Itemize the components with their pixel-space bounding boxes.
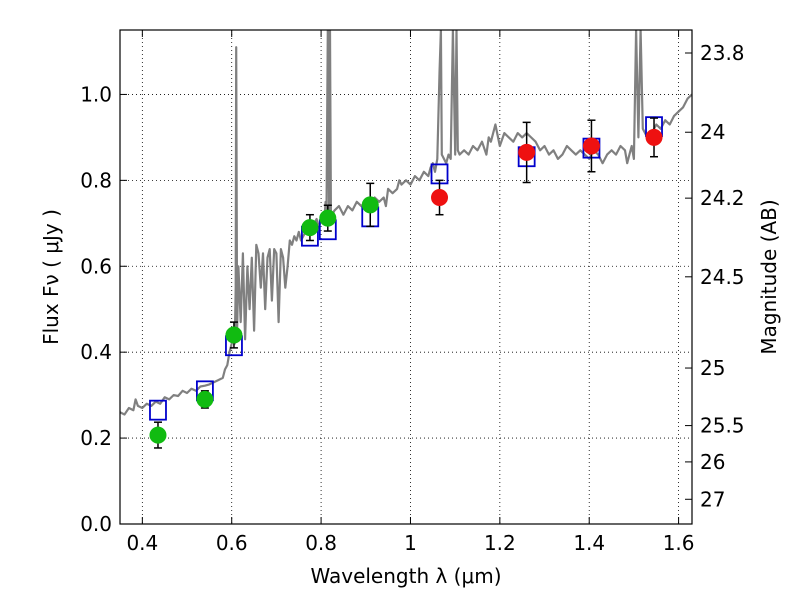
photometry-point (361, 196, 379, 214)
photometry-point (431, 189, 449, 207)
model-band-marker (149, 399, 167, 421)
photometry-point (149, 426, 167, 444)
y-tick-label: 0.6 (80, 254, 112, 278)
right-tick-label: 27 (700, 487, 725, 511)
right-tick-label: 24.5 (700, 265, 745, 289)
photometry-point (518, 143, 536, 161)
x-tick-label: 1.6 (663, 531, 695, 555)
ticks: 0.4 0.6 0.8 1 1.2 1.4 1.6 0.0 0.2 0.4 0.6 0.8 1.0 23.… (80, 30, 745, 555)
grid (120, 30, 692, 525)
x-axis-label: Wavelength λ (μm) (310, 564, 501, 588)
x-tick-label: 1 (404, 531, 417, 555)
y-tick-label: 0.4 (80, 340, 112, 364)
y-tick-label: 0.8 (80, 168, 112, 192)
right-tick-label: 26 (700, 450, 725, 474)
y-tick-label: 0.0 (80, 512, 112, 536)
photometry-point (225, 326, 243, 344)
right-tick-label: 23.8 (700, 41, 745, 65)
right-tick-label: 25.5 (700, 414, 745, 438)
y-axis-label: Flux Fν ( μJy ) (39, 209, 63, 345)
photometry-point (582, 137, 600, 155)
x-tick-label: 0.8 (305, 531, 337, 555)
right-tick-label: 24 (700, 120, 725, 144)
x-tick-label: 1.2 (484, 531, 516, 555)
x-tick-label: 0.6 (216, 531, 248, 555)
plot-area (120, 30, 692, 449)
plot-frame (119, 29, 693, 525)
right-tick-label: 25 (700, 356, 725, 380)
right-tick-label: 24.2 (700, 186, 745, 210)
photometry-point (196, 390, 214, 408)
photometry-point (301, 219, 319, 237)
photometry-point (319, 209, 337, 227)
y-tick-label: 0.2 (80, 426, 112, 450)
x-tick-label: 1.4 (573, 531, 605, 555)
right-axis-label: Magnitude (AB) (757, 199, 781, 354)
spectrum-line (120, 30, 692, 416)
y-tick-label: 1.0 (80, 82, 112, 106)
x-tick-label: 0.4 (126, 531, 158, 555)
photometry-point (645, 128, 663, 146)
